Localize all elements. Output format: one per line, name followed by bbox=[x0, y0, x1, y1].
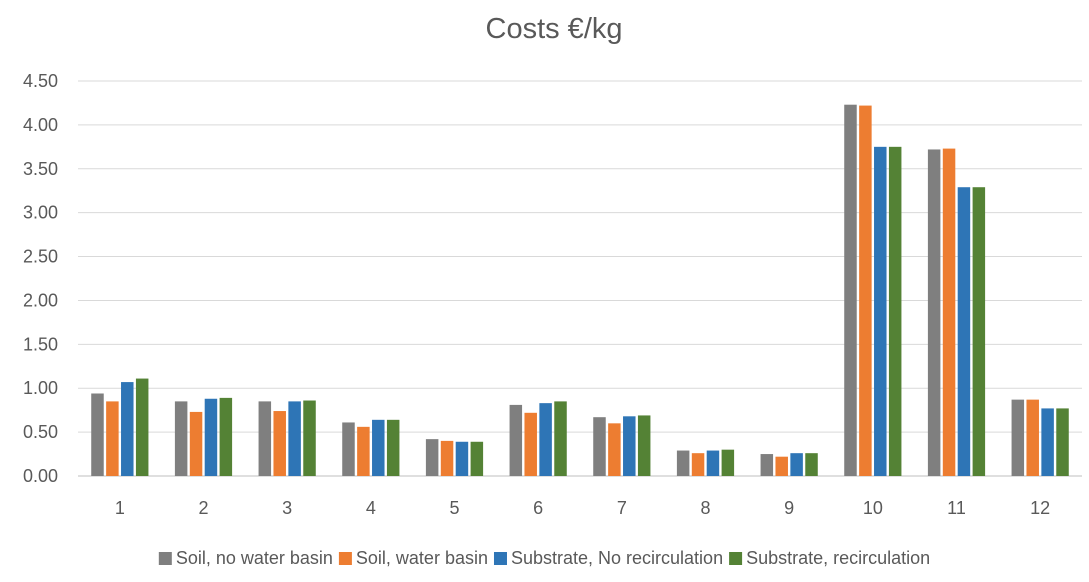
bar bbox=[455, 441, 469, 476]
bar bbox=[706, 450, 720, 476]
bar bbox=[386, 419, 400, 476]
y-tick-label: 2.50 bbox=[23, 247, 58, 267]
bar bbox=[859, 105, 872, 477]
x-tick-label: 11 bbox=[947, 498, 966, 518]
bar bbox=[554, 401, 567, 476]
x-tick-label: 8 bbox=[700, 498, 710, 518]
legend-swatch bbox=[338, 552, 352, 565]
bar bbox=[760, 454, 774, 476]
x-tick-label: 7 bbox=[617, 498, 627, 518]
bar bbox=[357, 426, 370, 476]
bar bbox=[219, 397, 233, 476]
bar bbox=[303, 400, 316, 476]
bar bbox=[174, 401, 188, 476]
y-tick-label: 0.00 bbox=[23, 466, 58, 486]
bar bbox=[509, 404, 523, 476]
chart-title: Costs €/kg bbox=[486, 13, 623, 45]
y-tick-label: 4.00 bbox=[23, 115, 58, 135]
legend-label: Soil, no water basin bbox=[176, 548, 333, 568]
bar bbox=[957, 187, 971, 476]
x-tick-label: 3 bbox=[282, 498, 292, 518]
bar bbox=[608, 423, 621, 476]
legend-swatch bbox=[493, 552, 507, 565]
y-tick-label: 1.50 bbox=[23, 334, 58, 354]
legend-label: Soil, water basin bbox=[356, 548, 488, 568]
bar bbox=[470, 441, 484, 476]
y-axis-tick-labels: 0.00 0.50 1.00 1.50 2.00 2.50 3.00 3.50 4.00 4.50 bbox=[23, 71, 58, 486]
bar bbox=[888, 146, 902, 477]
x-tick-label: 12 bbox=[1030, 498, 1050, 518]
bar bbox=[623, 416, 636, 476]
bar bbox=[372, 419, 385, 476]
bar bbox=[676, 450, 690, 476]
bar bbox=[342, 422, 355, 476]
bar bbox=[805, 453, 818, 476]
y-tick-label: 3.50 bbox=[23, 159, 58, 179]
bar bbox=[189, 411, 203, 476]
bar bbox=[1026, 399, 1039, 476]
bar bbox=[106, 401, 119, 476]
bar bbox=[1041, 408, 1054, 476]
bar bbox=[1056, 408, 1069, 476]
bar bbox=[775, 456, 788, 476]
bar bbox=[593, 417, 606, 476]
x-tick-label: 4 bbox=[366, 498, 376, 518]
x-axis-tick-labels: 1 2 3 4 5 6 7 8 9 10 11 12 bbox=[115, 498, 1050, 518]
bar bbox=[539, 403, 552, 476]
legend: Soil, no water basin Soil, water basin Sub… bbox=[158, 548, 930, 568]
legend-swatch bbox=[729, 552, 743, 565]
y-tick-label: 1.00 bbox=[23, 378, 58, 398]
bar bbox=[972, 187, 986, 476]
bar bbox=[273, 411, 286, 476]
x-tick-label: 10 bbox=[863, 498, 883, 518]
x-tick-label: 9 bbox=[784, 498, 794, 518]
bar bbox=[121, 382, 134, 476]
bar bbox=[288, 401, 301, 476]
bar bbox=[204, 398, 218, 476]
bar bbox=[844, 104, 857, 476]
bar bbox=[1011, 399, 1025, 476]
x-tick-label: 2 bbox=[198, 498, 208, 518]
bar bbox=[440, 440, 454, 476]
gridlines bbox=[78, 80, 1082, 477]
legend-label: Substrate, No recirculation bbox=[511, 548, 723, 568]
bar bbox=[91, 393, 104, 476]
bar bbox=[691, 453, 705, 476]
x-tick-label: 5 bbox=[449, 498, 459, 518]
y-tick-label: 0.50 bbox=[23, 422, 58, 442]
bar bbox=[927, 149, 941, 476]
bar bbox=[790, 453, 803, 476]
bar bbox=[721, 449, 735, 476]
x-tick-label: 1 bbox=[115, 498, 125, 518]
y-tick-label: 3.00 bbox=[23, 203, 58, 223]
bar bbox=[874, 146, 887, 477]
bar bbox=[135, 378, 149, 476]
bar bbox=[524, 412, 537, 476]
y-tick-label: 4.50 bbox=[23, 71, 58, 91]
bar bbox=[425, 439, 439, 476]
x-tick-label: 6 bbox=[533, 498, 543, 518]
legend-swatch bbox=[158, 552, 172, 565]
bar bbox=[637, 415, 651, 476]
y-tick-label: 2.00 bbox=[23, 290, 58, 310]
bar bbox=[258, 401, 272, 476]
bar-series bbox=[91, 104, 1069, 477]
bar bbox=[942, 148, 956, 477]
legend-label: Substrate, recirculation bbox=[746, 548, 930, 568]
